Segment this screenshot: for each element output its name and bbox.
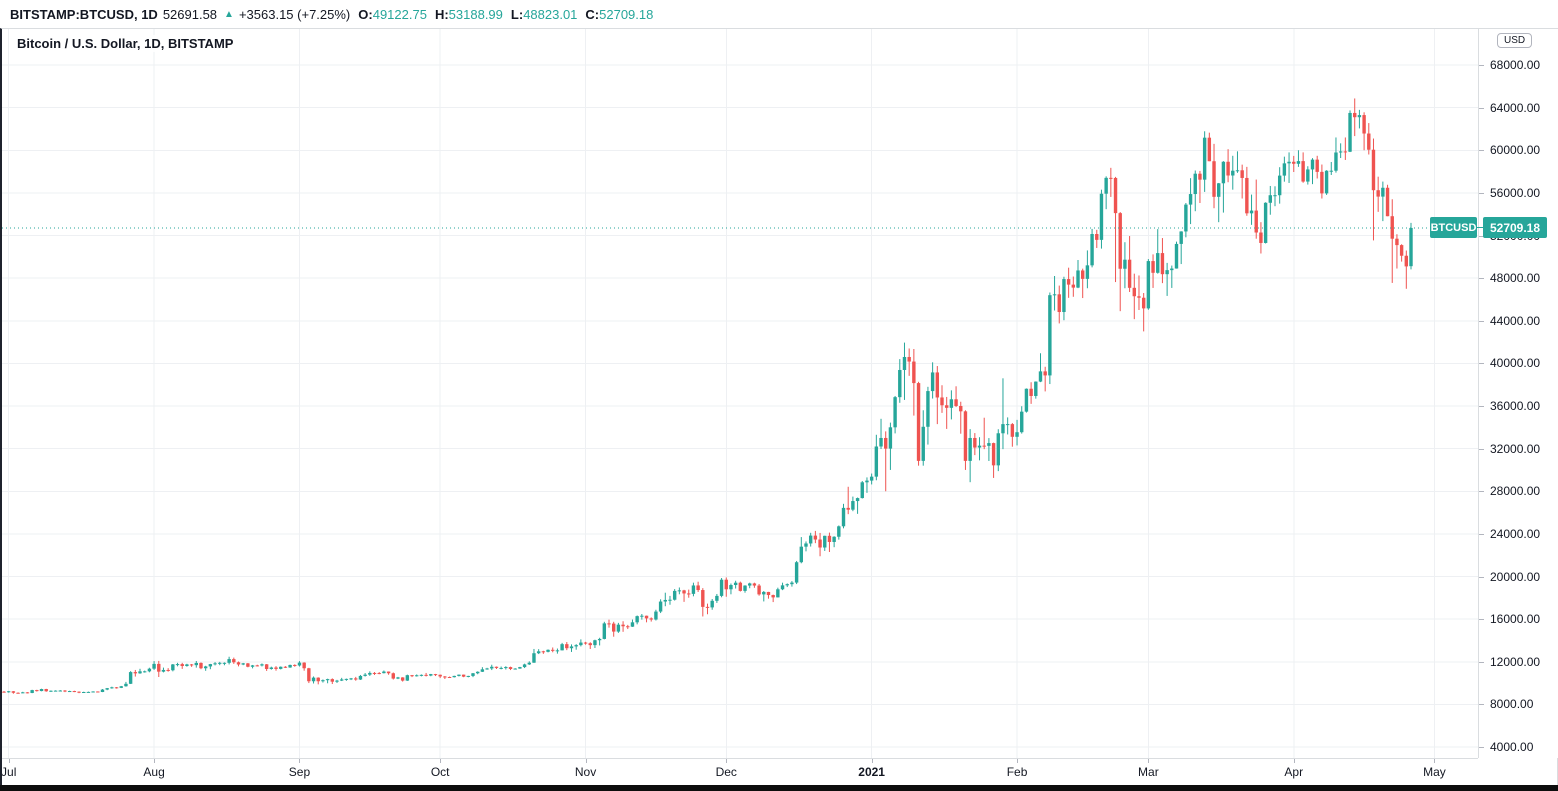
price-axis-label: 36000.00 (1490, 399, 1541, 413)
price-axis-label: 68000.00 (1490, 58, 1541, 72)
price-tick (1479, 576, 1484, 578)
time-tick (1293, 759, 1295, 763)
price-axis-label: 16000.00 (1490, 612, 1541, 627)
time-tick (154, 759, 156, 763)
time-tick (1148, 759, 1150, 763)
price-axis-label: 44000.00 (1490, 313, 1541, 328)
up-triangle-icon: ▲ (224, 8, 234, 20)
price-axis[interactable]: USD 52709.18 4000.00 8000.00 12000.00 16000… (1473, 29, 1558, 758)
time-axis-label: May (1423, 765, 1446, 779)
price-axis-label: 4000.00 (1490, 740, 1534, 754)
time-axis-label: Sep (288, 765, 311, 779)
time-axis-label: Oct (430, 765, 450, 779)
time-axis-label: Feb (1006, 765, 1028, 779)
price-tick (1479, 278, 1484, 280)
price-axis-label: 60000.00 (1490, 143, 1541, 158)
time-tick (1434, 759, 1436, 763)
time-tick (1017, 759, 1019, 763)
last-price-tick (1473, 227, 1483, 228)
high-label: H: (434, 6, 449, 22)
price-axis-label: 28000.00 (1490, 484, 1541, 499)
time-axis-label: Apr (1284, 765, 1304, 779)
time-tick (440, 759, 442, 763)
price-axis-label: 40000.00 (1490, 356, 1541, 371)
price-tick (1479, 235, 1484, 237)
price-axis-label: 20000.00 (1490, 569, 1541, 584)
price-tick (1479, 747, 1484, 748)
price-axis-label: 12000.00 (1490, 654, 1541, 669)
time-axis-label: Mar (1138, 765, 1159, 779)
time-tick (8, 759, 10, 763)
price-axis-label: 32000.00 (1490, 441, 1541, 456)
chart-panel: Bitcoin / U.S. Dollar, 1D, BITSTAMP BTCU… (0, 28, 1558, 786)
price-change: +3563.15 (+7.25%) (238, 6, 351, 22)
price-tick (1479, 533, 1484, 535)
gridlines (2, 29, 1478, 758)
price-tick (1479, 363, 1484, 365)
price-tick (1479, 448, 1484, 450)
symbol-interval-label[interactable]: BITSTAMP:BTCUSD, 1D (10, 6, 158, 22)
time-axis-label: 2021 (858, 765, 885, 779)
price-tick (1479, 661, 1484, 663)
open-label: O: (358, 6, 373, 22)
price-axis-label: 8000.00 (1490, 697, 1534, 712)
time-tick (726, 759, 728, 763)
price-tick (1479, 406, 1484, 407)
time-axis[interactable]: Jul Aug Sep Oct Nov Dec 2021 Feb Mar Apr May (2, 758, 1478, 786)
last-price-symbol-badge: BTCUSD (1430, 217, 1477, 238)
price-axis-label: 24000.00 (1490, 526, 1541, 541)
window-bottom-edge (0, 785, 1558, 791)
price-tick (1479, 491, 1484, 493)
time-axis-label: Nov (574, 765, 597, 779)
close-value: 52709.18 (599, 6, 654, 22)
candlestick-chart[interactable] (2, 29, 1478, 758)
price-axis-label: 48000.00 (1490, 271, 1541, 286)
open-value: 49122.75 (372, 6, 427, 22)
price-tick (1479, 320, 1484, 322)
time-tick (871, 759, 873, 763)
price-axis-label: 64000.00 (1490, 100, 1541, 115)
low-label: L: (510, 6, 524, 22)
price-tick (1479, 704, 1484, 706)
price-tick (1479, 192, 1484, 194)
last-price-badge: 52709.18 (1483, 217, 1547, 238)
price-axis-label: 56000.00 (1490, 185, 1541, 200)
symbol-status-line: BITSTAMP:BTCUSD, 1D 52691.58 ▲ +3563.15 … (0, 0, 1558, 28)
price-tick (1479, 107, 1484, 109)
time-axis-label: Aug (143, 765, 165, 779)
time-axis-label: Jul (2, 765, 17, 779)
candles-layer (2, 98, 1413, 694)
time-axis-label: Dec (715, 765, 737, 779)
low-value: 48823.01 (523, 6, 578, 22)
close-label: C: (585, 6, 600, 22)
high-value: 53188.99 (448, 6, 503, 22)
price-tick (1479, 150, 1484, 152)
chart-legend-title[interactable]: Bitcoin / U.S. Dollar, 1D, BITSTAMP (13, 35, 238, 52)
time-tick (299, 759, 301, 763)
price-tick (1479, 619, 1484, 621)
currency-usd-button[interactable]: USD (1497, 33, 1533, 48)
price-tick (1479, 65, 1484, 66)
time-tick (585, 759, 587, 763)
last-trade-price: 52691.58 (162, 6, 218, 22)
